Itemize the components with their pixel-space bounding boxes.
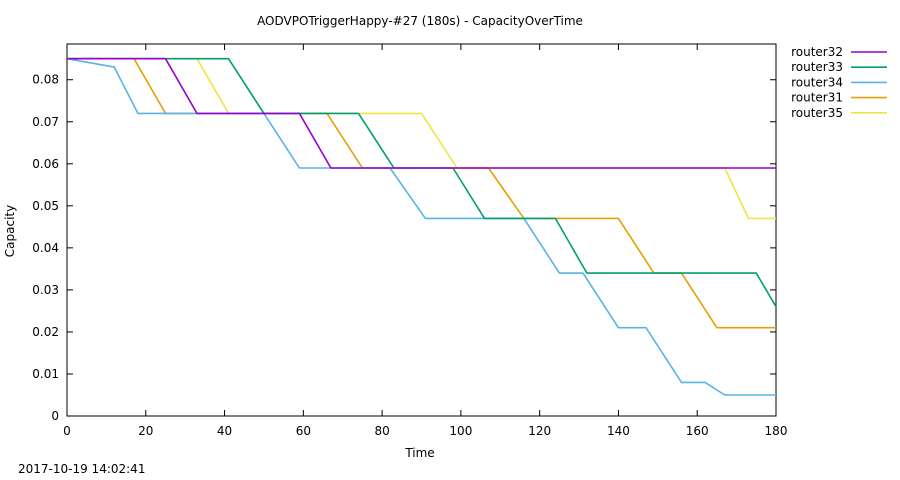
series-line-router31 (67, 57, 776, 329)
x-tick-label: 20 (138, 424, 153, 438)
y-tick-label: 0.07 (32, 115, 59, 129)
series-line-router32 (67, 57, 776, 169)
legend-label: router33 (791, 60, 843, 74)
series-lines (66, 57, 777, 396)
x-tick-label: 100 (449, 424, 472, 438)
legend-label: router32 (791, 45, 843, 59)
y-tick-label: 0.05 (32, 199, 59, 213)
y-axis-label: Capacity (3, 205, 17, 257)
series-line-router33 (67, 57, 777, 308)
plot-frame (66, 43, 777, 417)
x-tick-label: 120 (528, 424, 551, 438)
y-tick-label: 0.04 (32, 241, 59, 255)
y-tick-label: 0.02 (32, 325, 59, 339)
x-tick-label: 40 (217, 424, 232, 438)
y-tick-label: 0 (51, 409, 59, 423)
x-tick-label: 140 (607, 424, 630, 438)
y-tick-label: 0.01 (32, 367, 59, 381)
y-tick-label: 0.06 (32, 157, 59, 171)
series-line-router34 (66, 57, 776, 396)
legend-label: router34 (791, 75, 843, 89)
y-axis: 0 0.01 0.02 0.03 0.04 0.05 0.06 0.07 0.08 (32, 73, 776, 423)
x-tick-label: 80 (374, 424, 389, 438)
x-axis-label: Time (404, 446, 434, 460)
x-tick-label: 60 (296, 424, 311, 438)
x-tick-label: 180 (765, 424, 788, 438)
legend-label: router35 (791, 106, 843, 120)
y-tick-label: 0.08 (32, 73, 59, 87)
x-axis: 0 20 40 60 80 100 120 140 160 180 (63, 44, 787, 438)
y-tick-label: 0.03 (32, 283, 59, 297)
chart-title: AODVPOTriggerHappy-#27 (180s) - Capacity… (257, 14, 583, 28)
x-tick-label: 0 (63, 424, 71, 438)
timestamp: 2017-10-19 14:02:41 (18, 462, 146, 476)
series-line-router35 (67, 57, 776, 220)
x-tick-label: 160 (686, 424, 709, 438)
legend-label: router31 (791, 91, 843, 105)
